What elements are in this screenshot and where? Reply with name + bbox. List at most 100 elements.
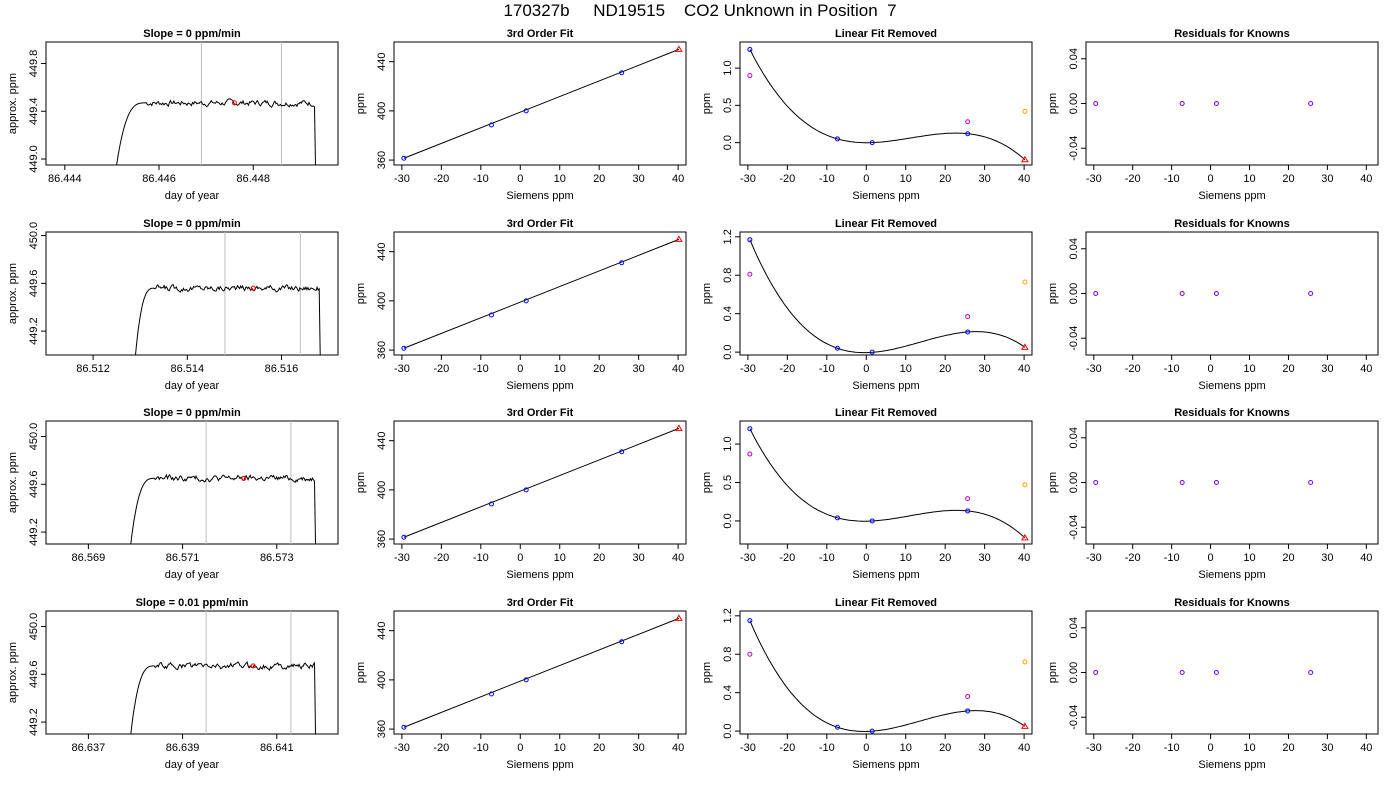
x-tick-label: 40 xyxy=(672,552,684,564)
x-tick-label: 20 xyxy=(1282,173,1294,185)
x-tick-label: 86.569 xyxy=(72,552,106,564)
y-tick-label: 449.6 xyxy=(28,661,40,689)
x-tick-label: 20 xyxy=(593,552,605,564)
x-tick-label: 0 xyxy=(517,363,523,375)
y-tick-label: 440 xyxy=(376,53,388,71)
x-tick-label: -10 xyxy=(819,173,835,185)
unknown-point xyxy=(675,235,683,242)
x-tick-label: 10 xyxy=(554,742,566,754)
fit-line xyxy=(403,238,680,349)
panel-title: Residuals for Knowns xyxy=(1174,218,1290,230)
known-point xyxy=(869,728,875,734)
y-tick-label: 449.2 xyxy=(28,518,40,546)
x-tick-label: -10 xyxy=(473,552,489,564)
x-axis-label: Siemens ppm xyxy=(852,190,919,202)
orange-point xyxy=(1022,482,1028,488)
cubic-curve xyxy=(749,428,1026,539)
y-tick-label: 440 xyxy=(376,432,388,450)
y-tick-label: -0.04 xyxy=(1068,705,1080,730)
x-tick-label: -30 xyxy=(394,173,410,185)
x-tick-label: -20 xyxy=(779,742,795,754)
y-tick-label: 0.8 xyxy=(722,268,734,283)
residual-point xyxy=(1213,480,1219,485)
fit-line xyxy=(403,48,680,159)
panel-title: Slope = 0 ppm/min xyxy=(143,407,241,419)
y-tick-label: 0.00 xyxy=(1068,472,1080,493)
y-axis-label: ppm xyxy=(355,472,367,493)
x-tick-label: 86.637 xyxy=(72,742,106,754)
y-axis-label: ppm xyxy=(355,283,367,304)
plot-frame xyxy=(45,41,339,166)
known-point xyxy=(747,426,753,432)
x-tick-label: 40 xyxy=(1018,552,1030,564)
x-tick-label: -20 xyxy=(433,363,449,375)
known-point xyxy=(523,677,529,683)
x-tick-label: 40 xyxy=(1360,742,1372,754)
y-tick-label: 449.4 xyxy=(28,97,40,125)
x-tick-label: 40 xyxy=(672,173,684,185)
x-tick-label: 10 xyxy=(900,552,912,564)
x-tick-label: -20 xyxy=(433,742,449,754)
x-axis-label: Siemens ppm xyxy=(1198,569,1265,581)
cubic-curve xyxy=(749,49,1026,161)
y-tick-label: 360 xyxy=(376,530,388,548)
y-tick-label: 449.8 xyxy=(28,50,40,78)
y-axis-label: ppm xyxy=(1047,283,1059,304)
x-tick-label: -30 xyxy=(1086,173,1102,185)
panel-r0-c3: Residuals for Knowns Siemens ppm ppm -30 -20… xyxy=(1047,28,1379,202)
x-tick-label: -20 xyxy=(779,363,795,375)
x-tick-label: 86.573 xyxy=(260,552,294,564)
panel-title: 3rd Order Fit xyxy=(507,218,574,230)
residual-point xyxy=(1308,291,1314,296)
fit-line xyxy=(403,427,680,538)
y-axis-label: ppm xyxy=(1047,662,1059,683)
x-axis-label: Siemens ppm xyxy=(506,759,573,771)
panel-r1-c0: Slope = 0 ppm/min day of year approx. ppm 8… xyxy=(7,218,339,392)
y-tick-label: 360 xyxy=(376,341,388,359)
residual-point xyxy=(1093,480,1099,485)
x-tick-label: -10 xyxy=(819,742,835,754)
x-tick-label: -30 xyxy=(740,173,756,185)
x-tick-label: -30 xyxy=(1086,363,1102,375)
residual-point xyxy=(1093,670,1099,675)
y-tick-label: 1.2 xyxy=(722,229,734,244)
known-point xyxy=(965,131,971,137)
unknown-point xyxy=(1021,343,1029,350)
plot-frame xyxy=(45,610,339,735)
y-tick-label: 0.00 xyxy=(1068,662,1080,683)
y-tick-label: 440 xyxy=(376,622,388,640)
x-tick-label: 10 xyxy=(1243,552,1255,564)
x-tick-label: 0 xyxy=(517,173,523,185)
average-marker xyxy=(250,285,256,291)
x-tick-label: 30 xyxy=(979,363,991,375)
x-tick-label: 86.516 xyxy=(265,363,299,375)
known-point xyxy=(965,329,971,335)
y-tick-label: 0.5 xyxy=(722,98,734,113)
y-tick-label: 400 xyxy=(376,671,388,689)
page-title: 170327b ND19515 CO2 Unknown in Position … xyxy=(503,1,897,20)
x-tick-label: -20 xyxy=(433,552,449,564)
x-tick-label: 10 xyxy=(1243,173,1255,185)
known-point xyxy=(488,312,494,318)
residual-point xyxy=(1093,291,1099,296)
residual-point xyxy=(1213,670,1219,675)
x-tick-label: 40 xyxy=(672,363,684,375)
x-tick-label: 0 xyxy=(863,173,869,185)
x-tick-label: 86.446 xyxy=(142,173,176,185)
x-tick-label: 0 xyxy=(863,363,869,375)
plot-frame xyxy=(393,231,687,356)
panel-title: Slope = 0 ppm/min xyxy=(143,28,241,40)
x-tick-label: 10 xyxy=(900,363,912,375)
orange-point xyxy=(1022,279,1028,285)
panel-title: 3rd Order Fit xyxy=(507,28,574,40)
x-tick-label: 20 xyxy=(1282,552,1294,564)
plot-frame xyxy=(393,420,687,545)
known-point xyxy=(965,508,971,514)
x-tick-label: 10 xyxy=(554,363,566,375)
y-axis-label: ppm xyxy=(355,662,367,683)
concentration-trace xyxy=(130,660,316,735)
concentration-trace xyxy=(130,473,316,545)
raw-point xyxy=(965,119,971,125)
panel-title: Slope = 0.01 ppm/min xyxy=(136,597,249,609)
